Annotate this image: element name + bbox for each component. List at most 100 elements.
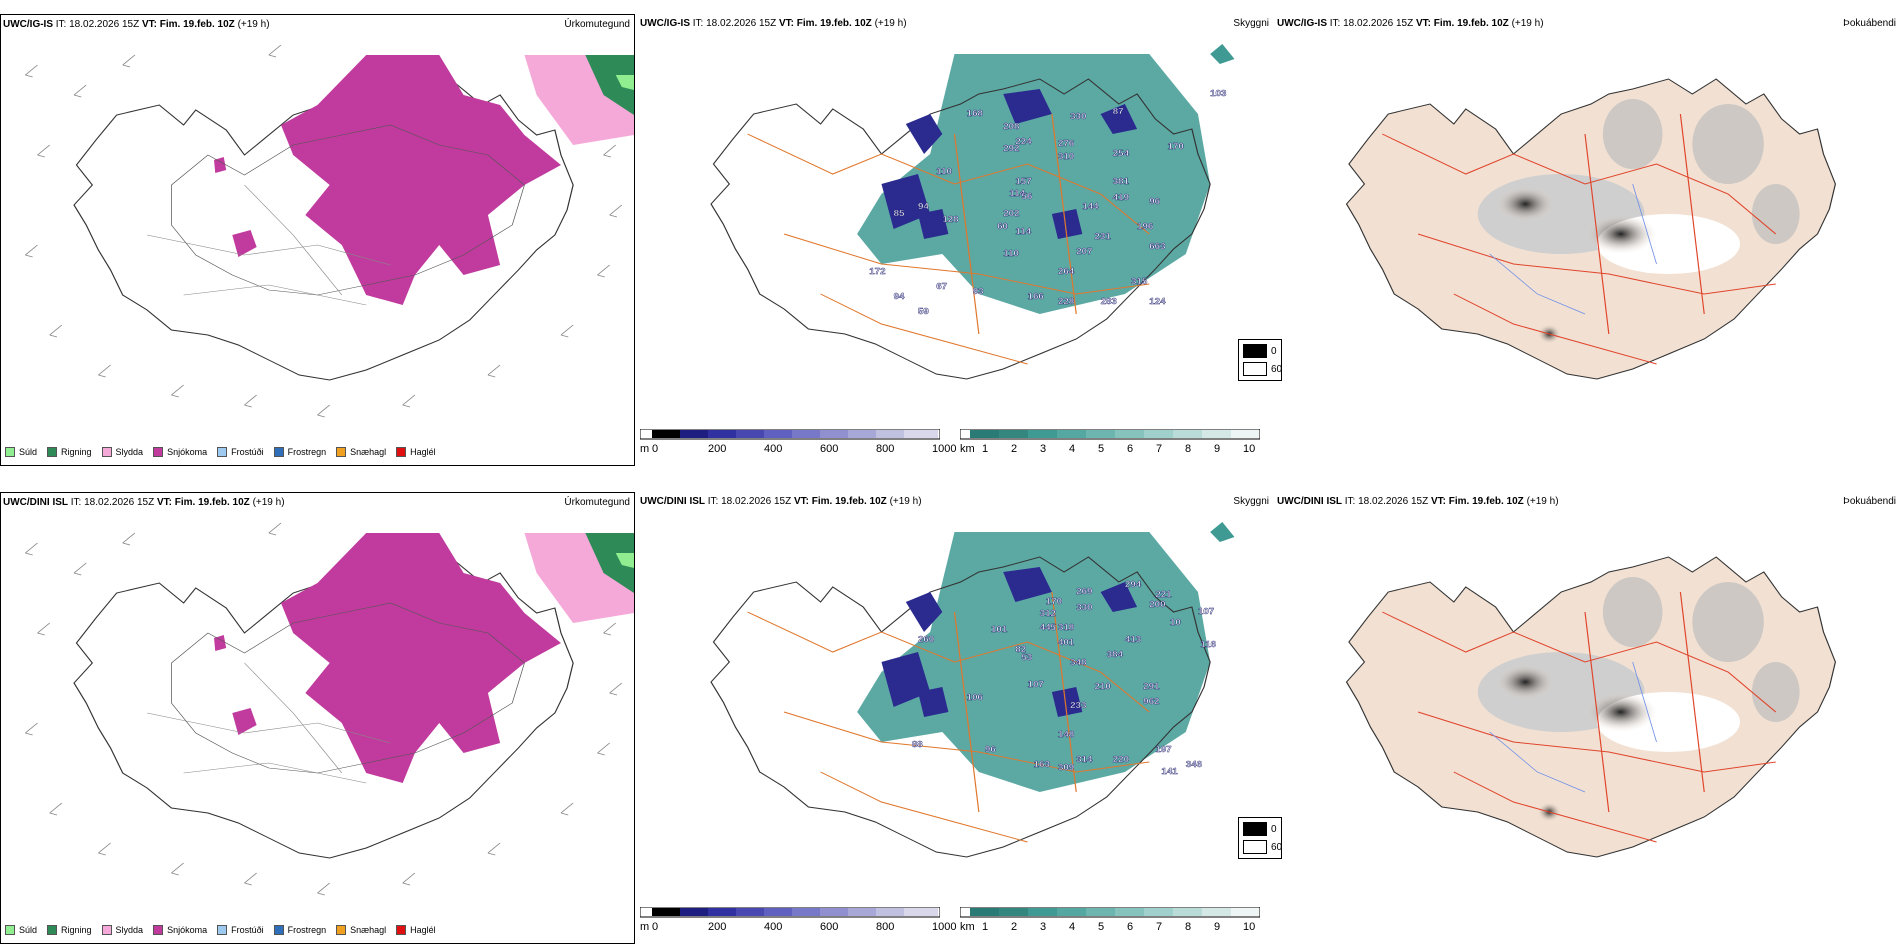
visibility-value-label: 292	[1003, 144, 1019, 153]
visibility-value-label: 116	[1200, 640, 1216, 649]
visibility-value-label: 107	[1198, 607, 1214, 616]
visibility-panel: UWC/DINI ISL IT: 18.02.2026 15Z VT: Fim.…	[638, 492, 1273, 944]
colorbar-tick: 200	[708, 443, 727, 455]
colorbar-tick: 600	[820, 443, 839, 455]
visibility-value-label: 87	[1113, 107, 1124, 116]
colorbar-tick: 0	[652, 921, 659, 933]
visibility-value-label: 384	[1107, 650, 1123, 659]
visibility-value-label: 346	[1186, 760, 1202, 769]
precip-type-panel: UWC/DINI ISL IT: 18.02.2026 15Z VT: Fim.…	[0, 492, 635, 944]
colorbar-tick: 10	[1243, 921, 1256, 933]
legend-item: Haglél	[396, 447, 436, 457]
visibility-colorbar-km: km 1 2 3 4 5 6 7 8 9 10	[960, 907, 1260, 937]
visibility-value-label: 157	[1015, 177, 1031, 186]
legend-swatch	[47, 447, 58, 457]
colorbar-tick: 1000	[932, 921, 957, 933]
visibility-value-label: 144	[1082, 202, 1098, 211]
visibility-value-label: 101	[991, 625, 1007, 634]
visibility-value-label: 170	[1168, 142, 1184, 151]
forecast-row-2: UWC/DINI ISL IT: 18.02.2026 15Z VT: Fim.…	[0, 478, 1900, 948]
visibility-value-label: 208	[1003, 122, 1019, 131]
visibility-value-label: 103	[1210, 89, 1226, 98]
legend-item: Súld	[5, 447, 37, 457]
colorbar-tick: 1000	[932, 443, 957, 455]
panel-type-label: Skyggni	[1233, 496, 1269, 507]
visibility-value-label: 330	[1070, 112, 1086, 121]
colorbar-tick: 3	[1040, 443, 1047, 455]
legend-label: Frostregn	[287, 447, 327, 457]
panel-title: UWC/DINI ISL IT: 18.02.2026 15Z VT: Fim.…	[640, 496, 922, 507]
legend-item: Frostregn	[273, 925, 327, 935]
legend-label: Haglél	[410, 447, 436, 457]
visibility-value-label: 318	[1058, 623, 1074, 632]
panel-title: UWC/DINI ISL IT: 18.02.2026 15Z VT: Fim.…	[3, 497, 285, 508]
legend-item: Frostregn	[273, 447, 327, 457]
legend-item: Slydda	[101, 925, 144, 935]
legend-label: Frostregn	[287, 925, 327, 935]
legend-label: Rigning	[61, 925, 92, 935]
visibility-value-label: 106	[967, 693, 983, 702]
fog-panel: UWC/DINI ISL IT: 18.02.2026 15Z VT: Fim.…	[1238, 492, 1900, 944]
colorbar-tick: 7	[1156, 921, 1163, 933]
panel-title: UWC/IG-IS IT: 18.02.2026 15Z VT: Fim. 19…	[640, 18, 907, 29]
legend-label: Slydda	[115, 925, 144, 935]
colorbar-tick: 3	[1040, 921, 1047, 933]
visibility-colorbar-km: km 1 2 3 4 5 6 7 8 9 10	[960, 429, 1260, 459]
colorbar-tick: 800	[876, 443, 895, 455]
panel-type-label: Úrkomutegund	[564, 19, 630, 30]
legend-swatch	[5, 447, 15, 457]
colorbar-tick: 800	[876, 921, 895, 933]
colorbar-tick: 2	[1011, 921, 1018, 933]
visibility-value-label: 330	[1076, 603, 1092, 612]
legend-label: Frostúði	[231, 925, 264, 935]
legend-item: Frostúði	[217, 925, 264, 935]
fog-map	[1345, 78, 1836, 380]
visibility-panel: UWC/IG-IS IT: 18.02.2026 15Z VT: Fim. 19…	[638, 14, 1273, 466]
colorbar-tick: 2	[1011, 443, 1018, 455]
fog-legend: 0 60	[1238, 339, 1282, 381]
visibility-value-label: 228	[1058, 297, 1074, 306]
visibility-value-label: 128	[942, 215, 958, 224]
fog-panel: UWC/IG-IS IT: 18.02.2026 15Z VT: Fim. 19…	[1238, 14, 1900, 466]
colorbar-tick: 5	[1098, 443, 1105, 455]
visibility-value-label: 207	[1076, 247, 1092, 256]
legend-label: Rigning	[61, 447, 92, 457]
visibility-value-label: 163	[1034, 760, 1050, 769]
visibility-value-label: 401	[1058, 638, 1074, 647]
colorbar-tick: 0	[652, 443, 659, 455]
legend-swatch	[153, 447, 164, 457]
visibility-value-label: 419	[1113, 193, 1129, 202]
visibility-value-label: 10	[1170, 618, 1181, 627]
visibility-value-label: 56	[1021, 192, 1032, 201]
legend-item: Haglél	[396, 925, 436, 935]
panel-type-label: Úrkomutegund	[564, 497, 630, 508]
legend-swatch	[101, 925, 112, 935]
visibility-colorbar-m: m 0 200 400 600 800 1000	[640, 429, 956, 459]
legend-label: Súld	[19, 447, 38, 457]
legend-item: Snæhagl	[336, 925, 386, 935]
visibility-value-label: 269	[1076, 587, 1092, 596]
visibility-value-label: 107	[1028, 680, 1044, 689]
visibility-value-label: 413	[1125, 635, 1141, 644]
colorbar-tick: 5	[1098, 921, 1105, 933]
precip-map	[25, 522, 634, 896]
visibility-value-label: 96	[1149, 197, 1160, 206]
visibility-value-label: 196	[1137, 222, 1153, 231]
colorbar-tick: 4	[1069, 921, 1076, 933]
legend-label: Súld	[19, 925, 38, 935]
colorbar-tick: 6	[1127, 443, 1134, 455]
panel-title: UWC/IG-IS IT: 18.02.2026 15Z VT: Fim. 19…	[3, 19, 270, 30]
legend-label: Snjókoma	[167, 925, 208, 935]
legend-swatch	[47, 925, 58, 935]
legend-swatch	[153, 925, 164, 935]
precip-legend: Súld Rigning Slydda Snjókoma Frostúði Frostre…	[5, 447, 436, 457]
visibility-value-label: 962	[1143, 697, 1159, 706]
legend-swatch	[336, 925, 347, 935]
colorbar-tick: 400	[764, 921, 783, 933]
visibility-value-label: 233	[1070, 701, 1086, 710]
visibility-value-label: 170	[1046, 597, 1062, 606]
precip-map	[25, 44, 634, 418]
visibility-value-label: 53	[1021, 653, 1032, 662]
legend-swatch	[396, 925, 407, 935]
